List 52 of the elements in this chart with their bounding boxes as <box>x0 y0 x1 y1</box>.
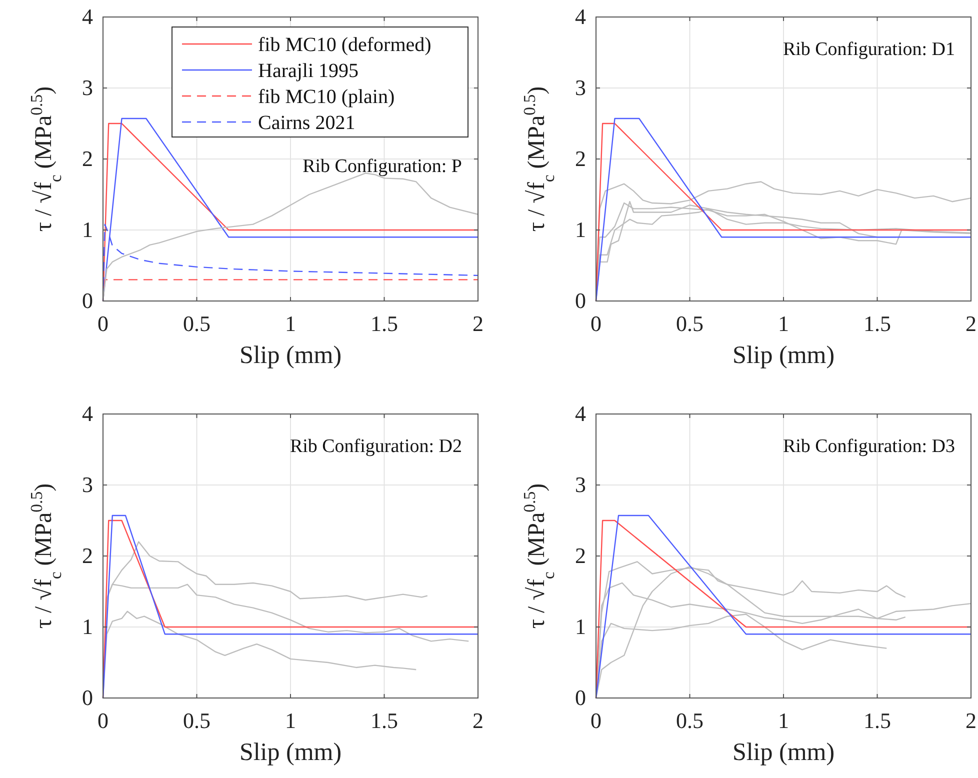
x-axis-title: Slip (mm) <box>239 342 342 369</box>
y-tick-label: 3 <box>575 472 586 497</box>
y-tick-label: 0 <box>575 685 586 710</box>
y-tick-label: 4 <box>575 401 586 426</box>
y-tick-label: 4 <box>82 4 93 29</box>
x-tick-label: 0.5 <box>676 311 704 336</box>
x-axis-title: Slip (mm) <box>732 342 835 369</box>
legend-label: Harajli 1995 <box>258 60 359 82</box>
x-axis-title: Slip (mm) <box>732 739 835 766</box>
x-tick-label: 1.5 <box>864 708 891 733</box>
y-tick-label: 0 <box>575 288 586 313</box>
x-tick-label: 1 <box>285 311 296 336</box>
x-tick-label: 0 <box>98 708 108 733</box>
x-tick-label: 1.5 <box>370 311 398 336</box>
x-tick-label: 0 <box>98 311 108 336</box>
x-tick-label: 1.5 <box>864 311 891 336</box>
x-tick-label: 0.5 <box>183 708 210 733</box>
x-tick-label: 1 <box>778 708 789 733</box>
x-tick-label: 1 <box>778 311 789 336</box>
annotation: Rib Configuration: P <box>302 156 462 177</box>
y-tick-label: 3 <box>82 472 93 497</box>
annotation: Rib Configuration: D2 <box>290 436 462 457</box>
y-tick-label: 1 <box>575 217 586 242</box>
x-tick-label: 0.5 <box>676 708 704 733</box>
y-tick-label: 1 <box>575 614 586 639</box>
annotation: Rib Configuration: D1 <box>782 39 955 60</box>
x-tick-label: 2 <box>472 311 484 336</box>
x-tick-label: 2 <box>472 708 484 733</box>
x-tick-label: 2 <box>966 311 976 336</box>
y-tick-label: 0 <box>82 288 93 313</box>
x-tick-label: 0 <box>590 708 602 733</box>
x-tick-label: 1.5 <box>370 708 398 733</box>
y-tick-label: 4 <box>575 4 586 29</box>
y-tick-label: 1 <box>82 614 93 639</box>
legend-label: fib MC10 (deformed) <box>258 34 432 56</box>
y-tick-label: 3 <box>575 75 586 100</box>
y-tick-label: 2 <box>82 543 93 568</box>
y-tick-label: 0 <box>82 685 93 710</box>
x-axis-title: Slip (mm) <box>239 739 342 766</box>
annotation: Rib Configuration: D3 <box>782 436 955 457</box>
y-tick-label: 4 <box>82 401 93 426</box>
legend-label: Cairns 2021 <box>258 112 356 134</box>
y-tick-label: 2 <box>575 146 586 171</box>
y-tick-label: 2 <box>575 543 586 568</box>
legend-label: fib MC10 (plain) <box>258 86 395 108</box>
x-tick-label: 1 <box>285 708 296 733</box>
x-tick-label: 0 <box>590 311 602 336</box>
x-tick-label: 2 <box>966 708 976 733</box>
y-tick-label: 3 <box>82 75 93 100</box>
y-tick-label: 1 <box>82 217 93 242</box>
y-tick-label: 2 <box>82 146 93 171</box>
x-tick-label: 0.5 <box>183 311 210 336</box>
